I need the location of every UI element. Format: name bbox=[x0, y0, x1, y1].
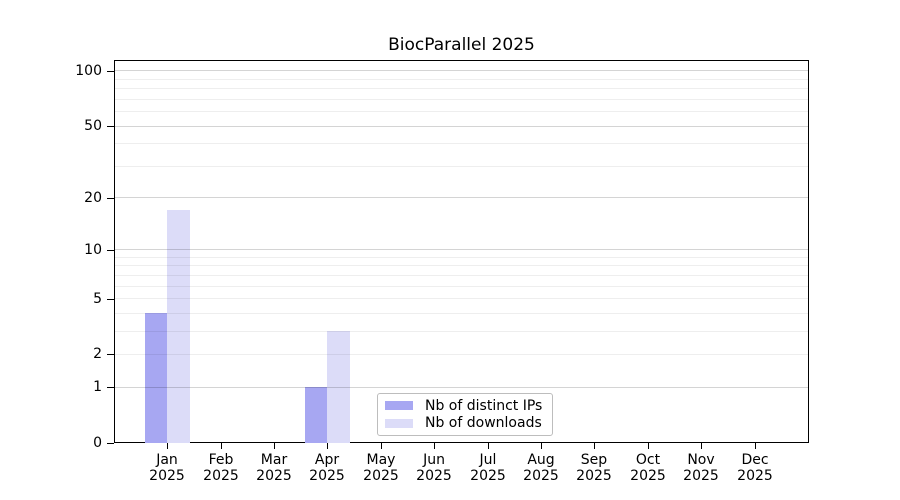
x-tick-label-jun: Jun 2025 bbox=[416, 452, 452, 484]
x-tick-label-oct: Oct 2025 bbox=[630, 452, 666, 484]
bar-jan-distinct-ips bbox=[144, 313, 168, 443]
x-tick-label-jan: Jan 2025 bbox=[149, 452, 185, 484]
x-tick-mark bbox=[167, 443, 168, 449]
y-gridline bbox=[115, 88, 808, 89]
x-tick-label-dec: Dec 2025 bbox=[737, 452, 773, 484]
x-tick-mark bbox=[594, 443, 595, 449]
y-gridline bbox=[115, 166, 808, 167]
y-tick-label: 5 bbox=[93, 291, 102, 307]
bar-apr-downloads bbox=[327, 331, 350, 443]
y-gridline bbox=[115, 286, 808, 287]
y-tick-label: 2 bbox=[93, 346, 102, 362]
x-tick-label-mar: Mar 2025 bbox=[256, 452, 292, 484]
y-tick-label: 1 bbox=[93, 379, 102, 395]
x-tick-label-sep: Sep 2025 bbox=[576, 452, 612, 484]
x-tick-mark bbox=[541, 443, 542, 449]
legend: Nb of distinct IPs Nb of downloads bbox=[377, 393, 553, 436]
y-tick-mark bbox=[107, 443, 114, 444]
x-tick-label-jul: Jul 2025 bbox=[470, 452, 506, 484]
x-tick-label-feb: Feb 2025 bbox=[203, 452, 239, 484]
y-tick-label: 100 bbox=[75, 63, 102, 79]
x-tick-mark bbox=[274, 443, 275, 449]
x-tick-mark bbox=[221, 443, 222, 449]
y-tick-mark bbox=[107, 71, 114, 72]
x-tick-mark bbox=[701, 443, 702, 449]
y-gridline bbox=[115, 111, 808, 112]
y-gridline bbox=[115, 143, 808, 144]
y-gridline bbox=[115, 331, 808, 332]
y-tick-mark bbox=[107, 250, 114, 251]
y-tick-mark bbox=[107, 387, 114, 388]
y-gridline bbox=[115, 275, 808, 276]
y-tick-label: 50 bbox=[84, 118, 102, 134]
legend-label-distinct-ips: Nb of distinct IPs bbox=[425, 397, 543, 414]
y-gridline bbox=[115, 126, 808, 127]
x-tick-label-nov: Nov 2025 bbox=[683, 452, 719, 484]
y-tick-mark bbox=[107, 354, 114, 355]
y-gridline bbox=[115, 265, 808, 266]
y-gridline bbox=[115, 257, 808, 258]
y-gridline bbox=[115, 79, 808, 80]
x-tick-mark bbox=[648, 443, 649, 449]
y-gridline bbox=[115, 313, 808, 314]
y-tick-mark bbox=[107, 198, 114, 199]
x-tick-mark bbox=[488, 443, 489, 449]
chart-title: BiocParallel 2025 bbox=[388, 35, 535, 55]
y-gridline bbox=[115, 70, 808, 71]
x-tick-mark bbox=[327, 443, 328, 449]
x-tick-mark bbox=[434, 443, 435, 449]
y-gridline bbox=[115, 197, 808, 198]
y-tick-label: 0 bbox=[93, 435, 102, 451]
y-gridline bbox=[115, 354, 808, 355]
y-tick-mark bbox=[107, 126, 114, 127]
bar-apr-distinct-ips bbox=[304, 387, 328, 443]
legend-swatch-downloads bbox=[385, 418, 413, 428]
y-gridline bbox=[115, 249, 808, 250]
y-gridline bbox=[115, 298, 808, 299]
y-tick-mark bbox=[107, 299, 114, 300]
x-tick-label-may: May 2025 bbox=[363, 452, 399, 484]
x-tick-label-aug: Aug 2025 bbox=[523, 452, 559, 484]
legend-label-downloads: Nb of downloads bbox=[425, 415, 542, 432]
bar-jan-downloads bbox=[167, 209, 190, 443]
y-tick-label: 20 bbox=[84, 190, 102, 206]
legend-item-downloads: Nb of downloads bbox=[385, 415, 545, 431]
x-tick-mark bbox=[381, 443, 382, 449]
y-tick-label: 10 bbox=[84, 242, 102, 258]
legend-item-distinct-ips: Nb of distinct IPs bbox=[385, 398, 545, 414]
y-gridline bbox=[115, 99, 808, 100]
legend-swatch-distinct-ips bbox=[385, 401, 413, 411]
plot-area: Nb of distinct IPs Nb of downloads bbox=[114, 60, 809, 443]
x-tick-label-apr: Apr 2025 bbox=[309, 452, 345, 484]
x-tick-mark bbox=[755, 443, 756, 449]
y-gridline bbox=[115, 387, 808, 388]
